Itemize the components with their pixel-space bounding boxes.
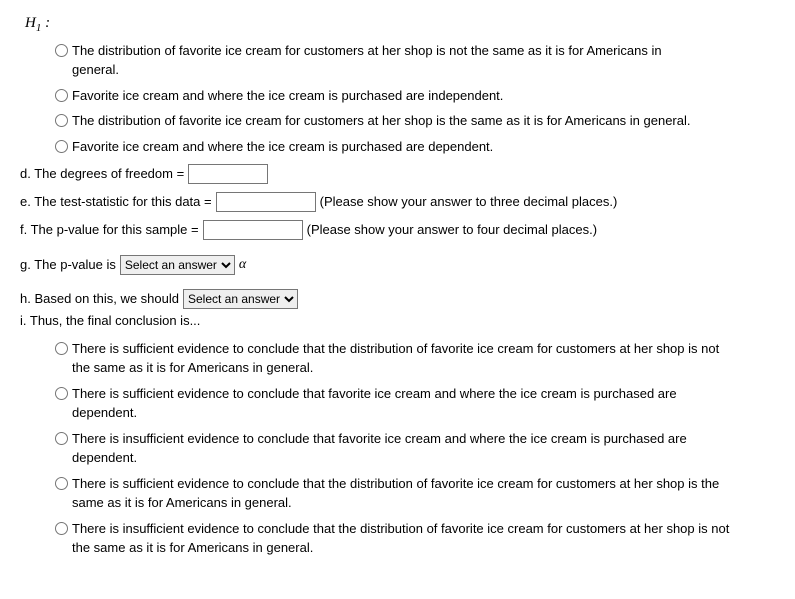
- conclusion-option-2-radio[interactable]: [55, 387, 68, 400]
- h1-option-2-label: Favorite ice cream and where the ice cre…: [72, 86, 503, 106]
- conclusion-option-row: There is insufficient evidence to conclu…: [50, 429, 775, 468]
- hypothesis-h1-heading: H1 :: [25, 12, 775, 37]
- degrees-freedom-input[interactable]: [188, 164, 268, 184]
- h1-letter: H: [25, 15, 36, 31]
- conclusion-option-1-label: There is sufficient evidence to conclude…: [72, 339, 732, 378]
- question-d: d. The degrees of freedom =: [20, 164, 775, 184]
- conclusion-option-row: There is insufficient evidence to conclu…: [50, 519, 775, 558]
- h1-colon: :: [41, 15, 50, 31]
- conclusion-option-4-label: There is sufficient evidence to conclude…: [72, 474, 732, 513]
- conclusion-option-4-radio[interactable]: [55, 477, 68, 490]
- h1-option-3-label: The distribution of favorite ice cream f…: [72, 111, 691, 131]
- conclusion-option-3-label: There is insufficient evidence to conclu…: [72, 429, 732, 468]
- question-h-label: h. Based on this, we should: [20, 289, 179, 309]
- h1-option-2-radio[interactable]: [55, 89, 68, 102]
- conclusion-option-row: There is sufficient evidence to conclude…: [50, 474, 775, 513]
- h1-option-4-label: Favorite ice cream and where the ice cre…: [72, 137, 493, 157]
- h1-option-3-radio[interactable]: [55, 114, 68, 127]
- question-f: f. The p-value for this sample = (Please…: [20, 220, 775, 240]
- pvalue-input[interactable]: [203, 220, 303, 240]
- question-h: h. Based on this, we should Select an an…: [20, 289, 775, 309]
- h1-options-group: The distribution of favorite ice cream f…: [50, 41, 775, 157]
- alpha-symbol: α: [239, 254, 246, 275]
- conclusion-option-1-radio[interactable]: [55, 342, 68, 355]
- question-i-label: i. Thus, the final conclusion is...: [20, 311, 200, 331]
- h1-option-row: Favorite ice cream and where the ice cre…: [50, 86, 775, 106]
- conclusion-option-row: There is sufficient evidence to conclude…: [50, 339, 775, 378]
- conclusion-option-5-label: There is insufficient evidence to conclu…: [72, 519, 732, 558]
- question-e-hint: (Please show your answer to three decima…: [320, 192, 618, 212]
- question-e: e. The test-statistic for this data = (P…: [20, 192, 775, 212]
- question-f-label: f. The p-value for this sample =: [20, 220, 199, 240]
- h1-option-4-radio[interactable]: [55, 140, 68, 153]
- h1-option-row: Favorite ice cream and where the ice cre…: [50, 137, 775, 157]
- conclusion-option-2-label: There is sufficient evidence to conclude…: [72, 384, 732, 423]
- question-e-label: e. The test-statistic for this data =: [20, 192, 212, 212]
- test-statistic-input[interactable]: [216, 192, 316, 212]
- h1-option-row: The distribution of favorite ice cream f…: [50, 41, 775, 80]
- decision-select[interactable]: Select an answer: [183, 289, 298, 309]
- conclusion-option-row: There is sufficient evidence to conclude…: [50, 384, 775, 423]
- conclusion-option-5-radio[interactable]: [55, 522, 68, 535]
- question-g-label: g. The p-value is: [20, 255, 116, 275]
- question-g: g. The p-value is Select an answer α: [20, 254, 775, 275]
- conclusion-options-group: There is sufficient evidence to conclude…: [50, 339, 775, 558]
- h1-option-1-radio[interactable]: [55, 44, 68, 57]
- conclusion-option-3-radio[interactable]: [55, 432, 68, 445]
- question-d-label: d. The degrees of freedom =: [20, 164, 184, 184]
- h1-option-1-label: The distribution of favorite ice cream f…: [72, 41, 712, 80]
- question-i: i. Thus, the final conclusion is...: [20, 311, 775, 331]
- pvalue-compare-select[interactable]: Select an answer: [120, 255, 235, 275]
- question-f-hint: (Please show your answer to four decimal…: [307, 220, 597, 240]
- h1-option-row: The distribution of favorite ice cream f…: [50, 111, 775, 131]
